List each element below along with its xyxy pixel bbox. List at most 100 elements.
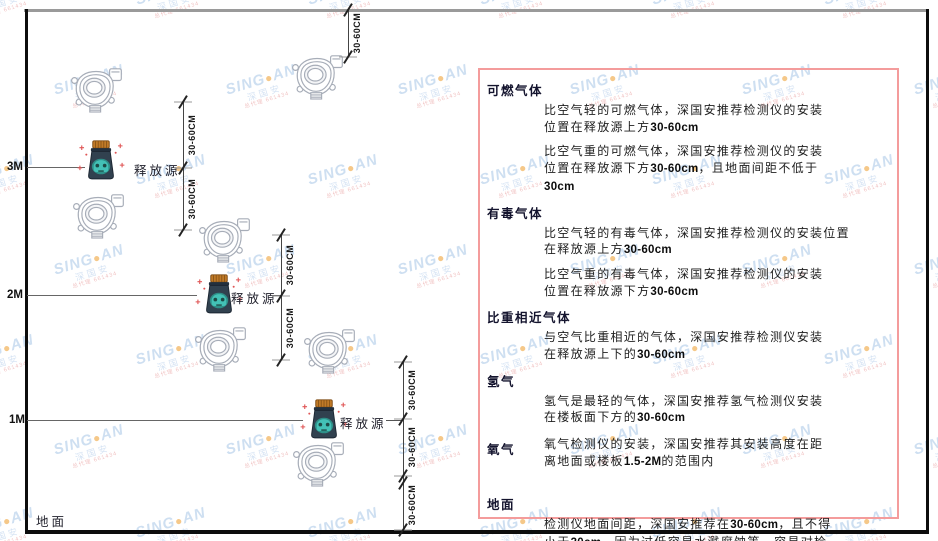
guideline-panel: 可燃气体 比空气轻的可燃气体，深国安推荐检测仪的安装 位置在释放源上方30-60cm…: [478, 68, 899, 541]
watermark-brand: SING●AN: [223, 421, 298, 459]
watermark-brand: SING●AN: [51, 241, 126, 279]
watermark-subtitle: 深国安: [73, 442, 112, 463]
gas-detector-icon: [291, 53, 345, 100]
panel-paragraph: 比空气重的有毒气体，深国安推荐检测仪的安装 位置在释放源下方30-60cm: [544, 267, 824, 298]
panel-section-heading: 比重相近气体: [487, 311, 572, 326]
watermark-brand: SING●AN: [134, 0, 208, 9]
watermark-dot-icon: ●: [91, 429, 104, 446]
panel-paragraph: 比空气重的可燃气体，深国安推荐检测仪的安装 位置在释放源下方30-60cm，且地面…: [544, 144, 824, 193]
ground-line: [25, 530, 929, 534]
watermark-agent-line: 总代理 661434: [154, 181, 201, 201]
panel-section-heading: 地面: [487, 497, 516, 512]
watermark-brand: SING●AN: [305, 151, 380, 189]
release-source-label: 释放源: [231, 292, 278, 306]
watermark-dot-icon: ●: [263, 249, 276, 266]
watermark-brand: SING●AN: [223, 61, 298, 99]
watermark-brand: SING●AN: [911, 70, 938, 99]
dimension-line: [403, 362, 404, 530]
panel-paragraph: 比空气轻的可燃气体，深国安推荐检测仪的安装 位置在释放源上方30-60cm: [544, 103, 824, 134]
watermark-dot-icon: ●: [173, 339, 186, 356]
watermark-brand: SING●AN: [305, 504, 380, 541]
dimension-label: 30-60CM: [407, 426, 417, 468]
level-line-3m: [27, 167, 85, 168]
watermark-agent-line: 总代理 661434: [142, 0, 213, 24]
watermark-dot-icon: ●: [173, 512, 186, 529]
watermark-dot-icon: ●: [263, 429, 276, 446]
watermark-brand: SING●AN: [822, 0, 896, 9]
watermark-dot-icon: ●: [345, 159, 358, 176]
gas-detector-icon: [198, 216, 252, 263]
ground-label: 地面: [36, 515, 68, 529]
panel-paragraph: 检测仪地面间距，深国安推荐在30-60cm，且不得小于30cm，因为过低容易水溅…: [544, 516, 832, 541]
right-wall-line: [926, 9, 929, 533]
panel-paragraph: 氢气是最轻的气体，深国安推荐氢气检测仪安装 在楼板面下方的30-60cm: [544, 393, 824, 425]
watermark-dot-icon: ●: [345, 512, 358, 529]
release-source-label: 释放源: [134, 164, 181, 178]
watermark-dot-icon: ●: [1, 512, 14, 529]
gas-detector-icon: [72, 192, 126, 239]
height-label-2m: 2M: [7, 289, 23, 301]
panel-section: 地面检测仪地面间距，深国安推荐在30-60cm，且不得小于30cm，因为过低容易…: [487, 494, 887, 541]
panel-section: 有毒气体 比空气轻的有毒气体，深国安推荐检测仪的安装位置 在释放源上方30-60cm…: [487, 203, 887, 301]
watermark-agent-line: 总代理 661434: [0, 181, 29, 201]
panel-section-heading: 有毒气体: [487, 206, 544, 221]
watermark-brand: SING●AN: [911, 250, 938, 279]
watermark-subtitle: 深国安: [417, 262, 456, 283]
panel-section: 可燃气体 比空气轻的可燃气体，深国安推荐检测仪的安装 位置在释放源上方30-60cm…: [487, 80, 887, 196]
watermark-brand: SING●AN: [650, 0, 724, 9]
watermark-brand: SING●AN: [0, 0, 36, 9]
connector-line: [386, 420, 403, 421]
left-wall-line: [25, 9, 28, 533]
watermark-brand: SING●AN: [306, 0, 380, 9]
watermark-subtitle: 深国安: [73, 262, 112, 283]
watermark-brand: SING●AN: [51, 421, 126, 459]
panel-section-heading: 氧气: [487, 443, 516, 458]
ceiling-line: [24, 9, 929, 12]
dimension-label: 30-60CM: [352, 12, 362, 54]
watermark-subtitle: 深国安: [327, 172, 366, 193]
watermark-dot-icon: ●: [263, 69, 276, 86]
level-line-1m: [27, 420, 303, 421]
panel-section: 氧气 氧气检测仪的安装，深国安推荐其安装高度在距 离地面或楼板1.5-2M的范围内: [487, 436, 887, 477]
watermark-agent-line: 总代理 661434: [416, 271, 463, 291]
height-label-3m: 3M: [7, 161, 23, 173]
watermark-agent-line: 总代理 661434: [326, 181, 373, 201]
dimension-label: 30-60CM: [285, 244, 295, 286]
watermark-agent-line: 总代理 661434: [416, 91, 463, 111]
watermark-agent-line: 总代理 661434: [0, 361, 29, 381]
panel-section: 比重相近气体与空气比重相近的气体，深国安推荐检测仪安装 在释放源上下的30-60c…: [487, 307, 887, 363]
release-source-label: 释放源: [340, 417, 387, 431]
dimension-label: 30-60CM: [187, 178, 197, 220]
watermark-dot-icon: ●: [1, 339, 14, 356]
watermark-subtitle: 深国安: [417, 82, 456, 103]
gas-detector-icon: [194, 325, 248, 372]
dimension-label: 30-60CM: [407, 369, 417, 411]
dimension-label: 30-60CM: [407, 484, 417, 526]
watermark-brand: SING●AN: [911, 430, 938, 459]
watermark-subtitle: 深国安: [0, 352, 22, 373]
panel-paragraph: 与空气比重相近的气体，深国安推荐检测仪安装 在释放源上下的30-60cm: [544, 330, 824, 362]
release-source-icon: [76, 139, 126, 183]
panel-paragraph: 氧气检测仪的安装，深国安推荐其安装高度在距 离地面或楼板1.5-2M的范围内: [544, 437, 824, 468]
gas-detector-icon: [292, 440, 346, 487]
watermark-dot-icon: ●: [435, 429, 448, 446]
watermark-agent-line: 总代理 661434: [486, 0, 557, 24]
dimension-label: 30-60CM: [187, 114, 197, 156]
watermark-agent-line: 总代理 661434: [830, 0, 901, 24]
gas-detector-icon: [303, 327, 357, 374]
level-line-2m: [27, 295, 197, 296]
